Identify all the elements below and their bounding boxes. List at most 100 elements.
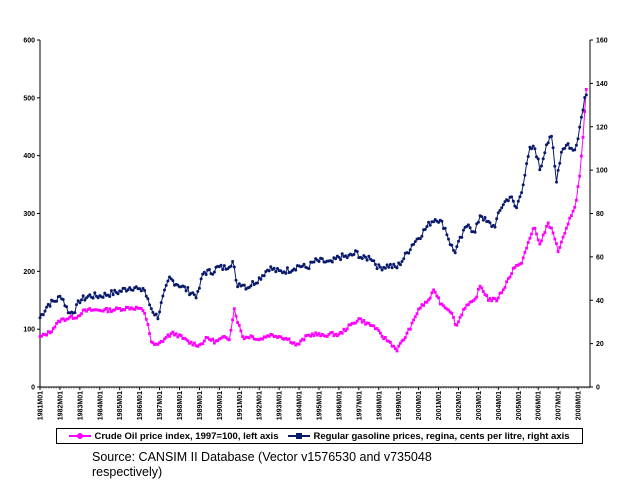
right-tick-label: 60	[596, 254, 604, 261]
data-point	[541, 233, 545, 237]
data-point	[164, 336, 168, 339]
data-point	[394, 347, 397, 350]
data-point	[563, 146, 567, 150]
data-point	[173, 333, 176, 337]
data-point	[149, 340, 153, 344]
data-point	[156, 317, 160, 321]
data-point	[578, 125, 582, 129]
data-point	[347, 323, 351, 327]
data-point	[171, 279, 175, 283]
data-point	[231, 318, 234, 322]
data-point	[279, 269, 283, 273]
data-point	[555, 242, 558, 245]
left-tick-label: 300	[23, 211, 35, 218]
data-point	[581, 108, 585, 112]
legend-crude-swatch	[69, 431, 92, 441]
data-point	[65, 317, 68, 321]
data-point	[422, 304, 425, 307]
data-point	[65, 305, 69, 309]
data-point	[48, 331, 52, 335]
data-point	[365, 321, 369, 325]
series-line	[39, 94, 587, 321]
data-point	[349, 323, 352, 327]
data-point	[100, 309, 103, 313]
data-point	[511, 199, 515, 203]
data-point	[505, 280, 508, 284]
data-point	[249, 284, 253, 288]
data-point	[337, 332, 341, 336]
data-point	[317, 332, 321, 335]
data-point	[460, 235, 464, 239]
data-point	[48, 304, 52, 308]
data-point	[442, 304, 445, 308]
data-point	[274, 335, 278, 338]
data-point	[375, 327, 379, 330]
data-point	[294, 268, 298, 272]
data-point	[194, 344, 198, 348]
data-point	[108, 307, 112, 311]
data-point	[98, 309, 102, 312]
data-point	[501, 288, 505, 292]
data-point	[259, 337, 263, 340]
data-point	[211, 272, 215, 276]
data-point	[208, 337, 211, 341]
data-point	[535, 155, 538, 159]
data-point	[377, 329, 381, 332]
data-point	[558, 246, 562, 249]
data-point	[81, 294, 85, 298]
data-point	[483, 216, 487, 219]
data-point	[477, 287, 480, 291]
data-point	[510, 195, 514, 199]
data-point	[254, 338, 258, 341]
data-point	[508, 275, 512, 279]
data-point	[395, 266, 399, 270]
data-point	[292, 341, 296, 345]
data-point	[506, 199, 510, 203]
data-point	[533, 147, 537, 151]
data-point	[526, 241, 530, 244]
data-point	[472, 299, 475, 302]
data-point	[146, 297, 150, 301]
data-point	[276, 267, 279, 270]
data-point	[453, 251, 457, 255]
data-point	[558, 161, 562, 165]
data-point	[159, 340, 163, 343]
data-point	[496, 211, 500, 215]
data-point	[340, 252, 344, 256]
data-point	[78, 314, 82, 317]
data-point	[447, 237, 450, 241]
data-point	[43, 309, 47, 313]
left-tick-label: 100	[23, 327, 35, 334]
data-point	[109, 289, 113, 293]
data-point	[58, 294, 62, 298]
x-tick-label: 1988M01	[177, 391, 184, 420]
data-point	[105, 307, 108, 310]
x-tick-label: 2007M01	[556, 391, 563, 420]
data-point	[192, 293, 196, 297]
data-point	[362, 319, 366, 322]
data-point	[199, 342, 203, 346]
data-point	[536, 157, 540, 161]
data-point	[498, 291, 502, 295]
data-point	[518, 195, 522, 199]
legend-gas-swatch	[288, 431, 311, 441]
data-point	[301, 337, 304, 341]
data-point	[450, 311, 454, 315]
data-point	[222, 264, 226, 268]
data-point	[88, 307, 92, 310]
data-point	[327, 333, 331, 336]
data-point	[106, 310, 110, 314]
data-point	[322, 334, 326, 337]
data-point	[68, 315, 72, 319]
data-point	[191, 343, 195, 347]
data-point	[207, 268, 211, 271]
data-point	[372, 324, 376, 328]
data-point	[95, 308, 98, 312]
data-point	[334, 257, 338, 261]
data-point	[453, 323, 457, 326]
legend-crude: Crude Oil price index, 1997=100, left ax…	[69, 431, 278, 442]
data-point	[241, 335, 244, 338]
data-point	[129, 306, 133, 310]
data-point	[515, 206, 519, 210]
data-point	[80, 298, 83, 302]
